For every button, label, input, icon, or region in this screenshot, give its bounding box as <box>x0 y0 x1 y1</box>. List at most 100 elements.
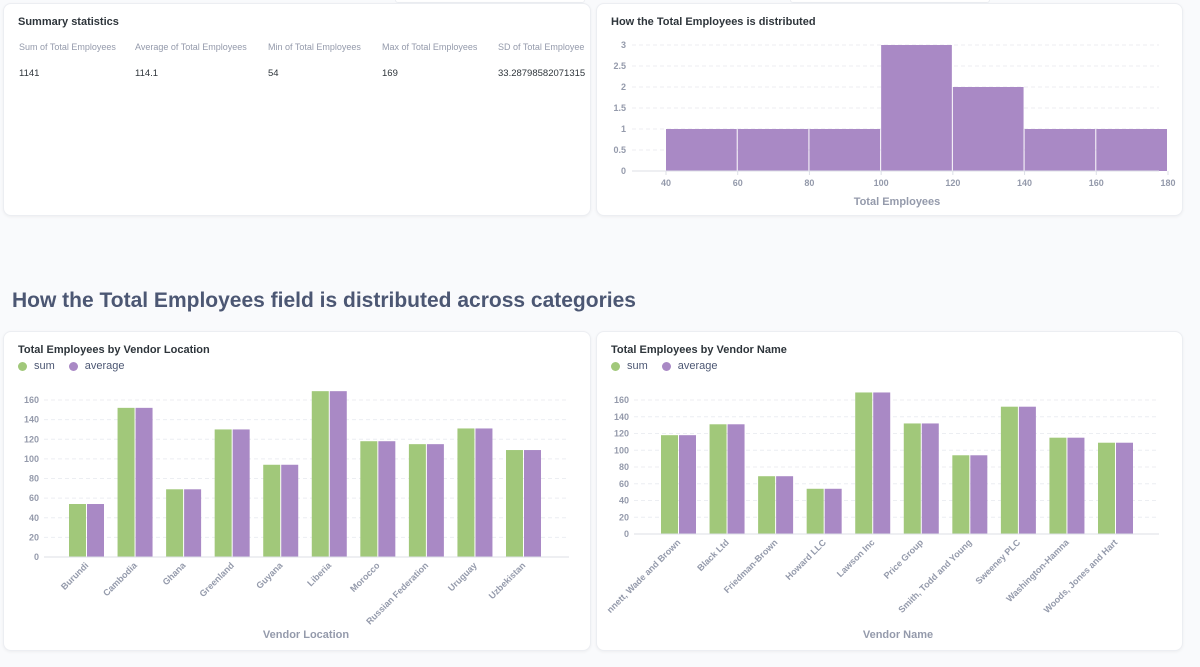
by-location-legend: sum average <box>18 360 139 372</box>
by-location-chart: 0 20 40 60 80 100 120 140 160 Burundi Cambodia Ghan… <box>24 391 569 641</box>
x-tick-label: 60 <box>733 178 743 188</box>
y-tick-label: 40 <box>619 496 629 506</box>
by-name-chart: 0 20 40 60 80 100 120 140 160 nnett, Wade and Bro… <box>605 392 1159 641</box>
y-tick-label: 2 <box>621 82 626 92</box>
y-tick-label: 140 <box>24 415 39 425</box>
header-sum: Sum of Total Employees <box>19 42 116 52</box>
legend-dot-average <box>661 361 671 371</box>
histogram-bar <box>1024 129 1096 171</box>
summary-card: Summary statistics Sum of Total Employee… <box>3 3 591 216</box>
x-tick-label: 140 <box>1017 178 1032 188</box>
legend-dot-average <box>68 361 78 371</box>
legend-dot-sum <box>611 361 620 371</box>
summary-title: Summary statistics <box>18 16 119 28</box>
bar-sum <box>69 504 86 557</box>
x-tick-label: Sweeney PLC <box>973 537 1022 586</box>
legend-item-average[interactable]: average <box>68 360 125 372</box>
y-tick-label: 160 <box>24 395 39 405</box>
y-tick-label: 60 <box>619 479 629 489</box>
bar-average <box>1116 442 1133 534</box>
x-tick-label: Howard LLC <box>784 537 829 582</box>
y-tick-label: 0 <box>34 552 39 562</box>
bar-average <box>727 424 745 534</box>
bar-sum <box>214 429 232 557</box>
bar-sum <box>1000 406 1018 534</box>
legend-item-sum[interactable]: sum <box>18 360 55 372</box>
value-min: 54 <box>268 68 279 79</box>
histogram-card: How the Total Employees is distributed 0… <box>596 3 1183 216</box>
bar-average <box>776 476 794 534</box>
y-tick-label: 100 <box>24 454 39 464</box>
bar-average <box>232 429 250 557</box>
x-tick-label: 80 <box>804 178 814 188</box>
bar-average <box>524 450 541 557</box>
histogram-bar <box>1096 129 1167 171</box>
histogram-bar <box>666 129 737 171</box>
bar-sum <box>903 423 921 534</box>
y-tick-label: 0 <box>621 166 626 176</box>
bar-sum <box>661 435 678 534</box>
x-tick-label: Cambodia <box>101 560 140 599</box>
bar-sum <box>806 488 824 534</box>
bar-average <box>475 428 493 557</box>
bar-average <box>921 423 939 534</box>
legend-label-average: average <box>677 360 718 372</box>
x-tick-label: Uruguay <box>446 560 479 593</box>
x-axis-label: Vendor Location <box>263 629 349 641</box>
bar-sum <box>457 428 475 557</box>
summary-value-row: 1141 114.1 54 169 33.28798582071315 <box>4 68 591 79</box>
x-tick-label: Guyana <box>254 560 285 591</box>
bar-average <box>426 444 444 557</box>
bar-sum <box>263 464 281 557</box>
bar-average <box>184 489 202 557</box>
card-edge <box>790 0 990 3</box>
bar-average <box>824 488 842 534</box>
header-min: Min of Total Employees <box>268 42 361 52</box>
y-tick-label: 2.5 <box>613 61 626 71</box>
x-tick-label: 180 <box>1160 178 1175 188</box>
bar-sum <box>506 450 523 557</box>
bar-average <box>1018 406 1036 534</box>
y-tick-label: 0.5 <box>613 145 626 155</box>
x-tick-label: 100 <box>874 178 889 188</box>
x-tick-label: Ghana <box>161 560 189 588</box>
bar-sum <box>408 444 426 557</box>
y-tick-label: 160 <box>614 395 629 405</box>
x-tick-label: Liberia <box>305 560 334 589</box>
histogram-bar <box>737 129 809 171</box>
y-tick-label: 20 <box>619 512 629 522</box>
legend-item-sum[interactable]: sum <box>611 360 648 372</box>
bar-average <box>1067 437 1085 534</box>
bar-sum <box>166 489 184 557</box>
bar-sum <box>709 424 727 534</box>
x-tick-label: 120 <box>945 178 960 188</box>
bar-average <box>873 392 891 534</box>
legend-dot-sum <box>18 361 27 371</box>
y-tick-label: 100 <box>614 445 629 455</box>
x-tick-label: Morocco <box>348 560 382 594</box>
legend-item-average[interactable]: average <box>661 360 718 372</box>
bar-sum <box>855 392 873 534</box>
by-location-card: Total Employees by Vendor Location sum a… <box>3 331 591 651</box>
bar-average <box>281 464 299 557</box>
y-tick-label: 40 <box>29 513 39 523</box>
y-tick-label: 1.5 <box>613 103 626 113</box>
x-axis-label: Vendor Name <box>863 629 933 641</box>
bar-sum <box>758 476 776 534</box>
bar-sum <box>360 441 378 557</box>
legend-label-sum: sum <box>627 360 648 372</box>
by-name-card: Total Employees by Vendor Name sum avera… <box>596 331 1183 651</box>
y-tick-label: 60 <box>29 493 39 503</box>
y-tick-label: 0 <box>624 529 629 539</box>
y-tick-label: 80 <box>29 474 39 484</box>
summary-header-row: Sum of Total Employees Average of Total … <box>4 42 591 52</box>
y-tick-label: 120 <box>24 434 39 444</box>
histogram-bar <box>952 87 1024 171</box>
histogram-chart: 0 0.5 1 1.5 2 2.5 3 40 60 80 100 120 140 160 180 Total … <box>613 40 1175 208</box>
value-max: 169 <box>382 68 398 79</box>
bar-sum <box>952 455 970 534</box>
y-tick-label: 3 <box>621 40 626 50</box>
x-tick-label: Lawson Inc <box>835 537 877 579</box>
x-tick-label: Burundi <box>59 560 90 591</box>
y-tick-label: 80 <box>619 462 629 472</box>
